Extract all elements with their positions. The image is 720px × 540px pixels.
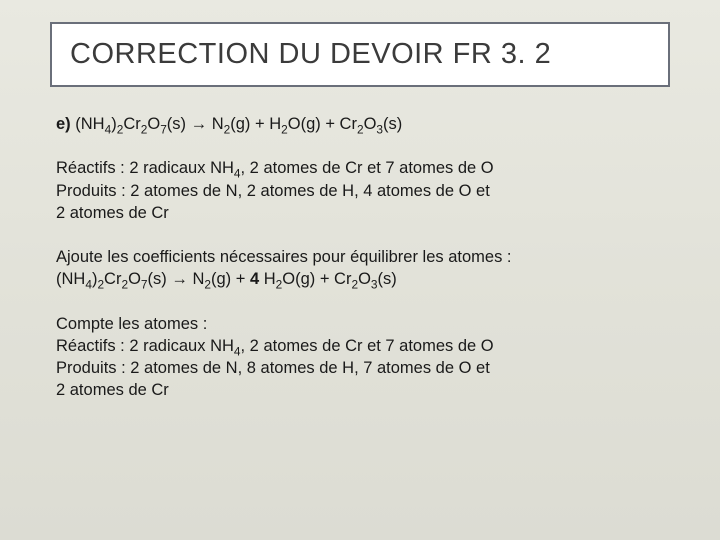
- s: 2: [204, 278, 211, 292]
- t: (s) → N: [167, 115, 224, 133]
- s: 2: [281, 122, 288, 136]
- t: 2 atomes de Cr: [56, 204, 169, 222]
- item-label: e): [56, 115, 75, 133]
- t: O(g) + Cr: [282, 270, 351, 288]
- title-container: CORRECTION DU DEVOIR FR 3. 2: [50, 22, 670, 87]
- t: H: [259, 270, 276, 288]
- equation-balanced: Ajoute les coefficients nécessaires pour…: [56, 246, 670, 291]
- t: 2 atomes de Cr: [56, 381, 169, 399]
- t: Réactifs : 2 radicaux NH: [56, 337, 234, 355]
- coefficient: 4: [250, 270, 259, 288]
- t: Cr: [123, 115, 140, 133]
- count-final: Compte les atomes : Réactifs : 2 radicau…: [56, 313, 670, 402]
- s: 7: [141, 278, 148, 292]
- t: (s) → N: [148, 270, 205, 288]
- slide-body: e) (NH4)2Cr2O7(s) → N2(g) + H2O(g) + Cr2…: [50, 113, 670, 402]
- equation-initial: e) (NH4)2Cr2O7(s) → N2(g) + H2O(g) + Cr2…: [56, 113, 670, 135]
- slide-title: CORRECTION DU DEVOIR FR 3. 2: [70, 38, 650, 71]
- t: Produits : 2 atomes de N, 2 atomes de H,…: [56, 182, 490, 200]
- t: O: [147, 115, 160, 133]
- s: 4: [234, 344, 241, 358]
- t: Produits : 2 atomes de N, 8 atomes de H,…: [56, 359, 490, 377]
- t: O: [358, 270, 371, 288]
- t: Ajoute les coefficients nécessaires pour…: [56, 248, 512, 266]
- t: Compte les atomes :: [56, 315, 207, 333]
- t: (g) + H: [230, 115, 281, 133]
- s: 4: [85, 278, 92, 292]
- t: (NH: [56, 270, 85, 288]
- s: 4: [234, 167, 241, 181]
- t: O: [364, 115, 377, 133]
- t: , 2 atomes de Cr et 7 atomes de O: [241, 159, 494, 177]
- t: (s): [378, 270, 397, 288]
- t: O(g) + Cr: [288, 115, 357, 133]
- t: O: [128, 270, 141, 288]
- t: (g) +: [211, 270, 250, 288]
- slide: CORRECTION DU DEVOIR FR 3. 2 e) (NH4)2Cr…: [0, 0, 720, 540]
- t: Cr: [104, 270, 121, 288]
- s: 2: [357, 122, 364, 136]
- t: (s): [383, 115, 402, 133]
- s: 7: [160, 122, 167, 136]
- t: (NH: [75, 115, 104, 133]
- s: 3: [371, 278, 378, 292]
- count-initial: Réactifs : 2 radicaux NH4, 2 atomes de C…: [56, 157, 670, 224]
- t: Réactifs : 2 radicaux NH: [56, 159, 234, 177]
- t: , 2 atomes de Cr et 7 atomes de O: [241, 337, 494, 355]
